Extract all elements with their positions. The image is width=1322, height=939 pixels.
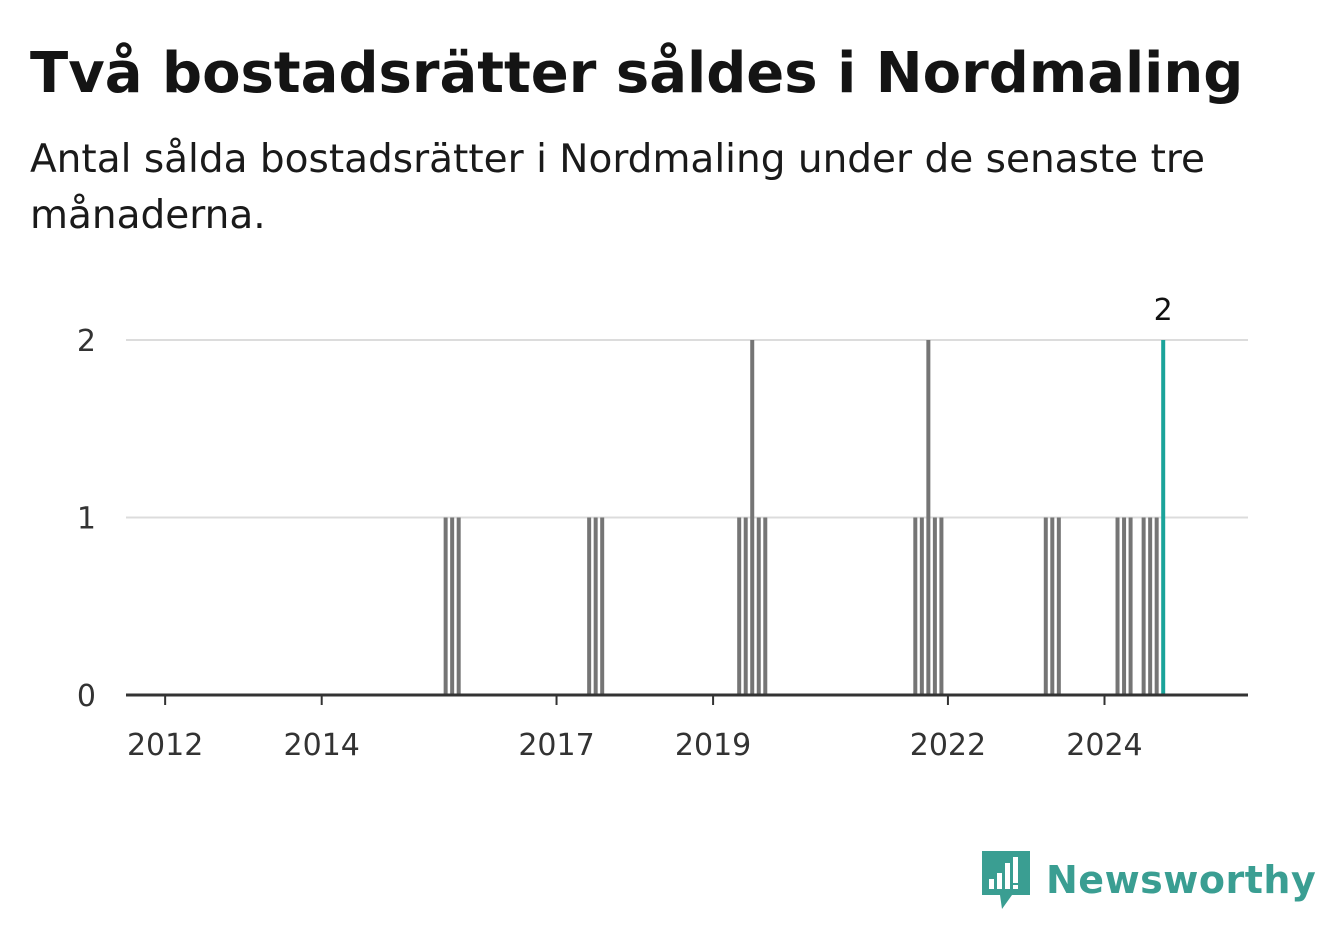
bar — [450, 517, 455, 695]
bar — [456, 517, 461, 695]
bar — [600, 517, 605, 695]
x-tick-label: 2014 — [284, 728, 360, 763]
x-tick-label: 2024 — [1066, 728, 1142, 763]
bar — [593, 517, 598, 695]
y-tick-label: 1 — [77, 502, 96, 537]
y-tick-label: 2 — [77, 324, 96, 359]
bar — [1148, 517, 1153, 695]
x-tick-label: 2022 — [910, 728, 986, 763]
bar — [1141, 517, 1146, 695]
bar — [443, 517, 448, 695]
grid-lines — [126, 339, 1248, 519]
bar — [1050, 517, 1055, 695]
bar — [1056, 517, 1061, 695]
bar — [756, 517, 761, 695]
bar — [939, 517, 944, 695]
y-tick-label: 0 — [77, 679, 96, 714]
bar — [1115, 517, 1120, 695]
x-tick-label: 2017 — [518, 728, 594, 763]
bar — [913, 517, 918, 695]
bar — [750, 340, 755, 695]
bar — [1043, 517, 1048, 695]
labels: 0 1 2 2012 2014 2017 2019 2022 2024 2 — [77, 293, 1173, 763]
chart-title: Två bostadsrätter såldes i Nordmaling — [30, 41, 1244, 106]
axes — [126, 693, 1248, 705]
bar — [743, 517, 748, 695]
data-label: 2 — [1154, 293, 1173, 328]
x-tick-label: 2012 — [127, 728, 203, 763]
bar — [737, 517, 742, 695]
chart-subtitle: Antal sålda bostadsrätter i Nordmaling u… — [30, 137, 1206, 238]
brand-name: Newsworthy — [1046, 858, 1317, 902]
bar — [926, 340, 931, 695]
newsworthy-brand: Newsworthy — [980, 848, 1316, 912]
bar — [587, 517, 592, 695]
bar — [763, 517, 768, 695]
bar — [932, 517, 937, 695]
bar — [1122, 517, 1127, 695]
bar — [1128, 517, 1133, 695]
x-tick-label: 2019 — [675, 728, 751, 763]
bar — [1154, 517, 1159, 695]
bars — [443, 340, 1166, 695]
newsworthy-chart-bubble-icon — [982, 851, 1030, 909]
bar-highlight — [1161, 340, 1166, 695]
bar — [919, 517, 924, 695]
